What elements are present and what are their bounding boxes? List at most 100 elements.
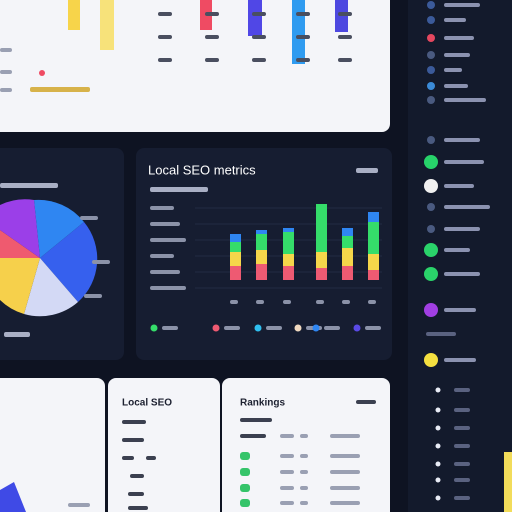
placeholder-text [330, 501, 360, 505]
placeholder-text [330, 454, 360, 458]
sidebar-dot [427, 225, 435, 233]
bar-segment [283, 254, 294, 266]
placeholder-text [454, 444, 470, 448]
placeholder-text [300, 454, 308, 458]
legend-dot [294, 324, 302, 332]
placeholder-text [296, 35, 310, 39]
placeholder-text [444, 36, 474, 40]
placeholder-text [454, 462, 470, 466]
placeholder-text [330, 486, 360, 490]
sidebar-items [424, 1, 490, 501]
placeholder-text [296, 12, 310, 16]
placeholder-text [146, 456, 156, 460]
bar-segment [368, 212, 379, 222]
placeholder-text [454, 478, 470, 482]
placeholder-text [162, 326, 178, 330]
bar-segment [368, 254, 379, 270]
legend-dot [353, 324, 361, 332]
placeholder-text [338, 58, 352, 62]
sidebar-dot [427, 34, 435, 42]
placeholder-text [454, 426, 470, 430]
bar-segment [316, 204, 327, 252]
sidebar-dot [427, 51, 435, 59]
pie-card [0, 148, 124, 360]
badge [240, 499, 250, 507]
placeholder-text [0, 88, 12, 92]
placeholder-text [240, 418, 272, 422]
placeholder-text [150, 238, 186, 242]
placeholder-text [444, 98, 486, 102]
placeholder-text [454, 408, 470, 412]
placeholder-text [316, 300, 324, 304]
sidebar-dot [424, 179, 438, 193]
placeholder-text [122, 438, 144, 442]
badge [240, 452, 250, 460]
bar-segment [230, 242, 241, 252]
placeholder-text [128, 492, 144, 496]
bar-segment [368, 222, 379, 254]
placeholder-text [368, 300, 376, 304]
sidebar-dot [435, 387, 441, 393]
sidebar-dot [435, 461, 441, 467]
placeholder-text [296, 58, 310, 62]
top-card [0, 0, 390, 132]
bar-segment [230, 266, 241, 280]
sidebar-dot [427, 1, 435, 9]
placeholder-text [280, 454, 294, 458]
placeholder-text [158, 12, 172, 16]
placeholder-text [324, 326, 340, 330]
placeholder-text [150, 286, 186, 290]
placeholder-text [256, 300, 264, 304]
placeholder-text [444, 160, 484, 164]
sidebar-dot [427, 136, 435, 144]
placeholder-text [122, 420, 146, 424]
badge [240, 484, 250, 492]
placeholder-text [342, 300, 350, 304]
bar-segment [316, 252, 327, 268]
placeholder-text [224, 326, 240, 330]
sidebar-dot [427, 203, 435, 211]
placeholder-text [330, 470, 360, 474]
sidebar-dot [424, 303, 438, 317]
placeholder-text [444, 53, 470, 57]
placeholder-text [300, 470, 308, 474]
badge [240, 468, 250, 476]
bottom-cards: Local SEO Rankings [0, 378, 390, 512]
placeholder-text [130, 474, 144, 478]
bar-segment [316, 268, 327, 280]
bar-segment [283, 232, 294, 254]
placeholder-text [205, 12, 219, 16]
placeholder-text [150, 254, 174, 258]
placeholder-text [230, 300, 238, 304]
placeholder-text [252, 35, 266, 39]
bar-segment [256, 234, 267, 250]
bar-segment [342, 236, 353, 248]
card-title: Rankings [240, 398, 285, 409]
placeholder-text [365, 326, 381, 330]
sidebar-dot [424, 267, 438, 281]
placeholder-text [444, 84, 468, 88]
placeholder-text [150, 270, 180, 274]
placeholder-text [205, 35, 219, 39]
placeholder-text [444, 138, 480, 142]
placeholder-text [300, 486, 308, 490]
placeholder-text [280, 434, 294, 438]
placeholder-text [122, 456, 134, 460]
placeholder-text [444, 205, 490, 209]
legend-dot [150, 324, 158, 332]
placeholder-text [158, 35, 172, 39]
placeholder-text [150, 206, 174, 210]
placeholder-text [283, 300, 291, 304]
placeholder-text [444, 272, 480, 276]
placeholder-text [150, 222, 180, 226]
legend-dot [212, 324, 220, 332]
placeholder-text [205, 58, 219, 62]
chart-bars [150, 204, 382, 332]
placeholder-text [444, 184, 474, 188]
placeholder-text [252, 58, 266, 62]
placeholder-text [300, 501, 308, 505]
placeholder-text [280, 486, 294, 490]
placeholder-text [444, 3, 480, 7]
top-card-labels [0, 12, 352, 92]
